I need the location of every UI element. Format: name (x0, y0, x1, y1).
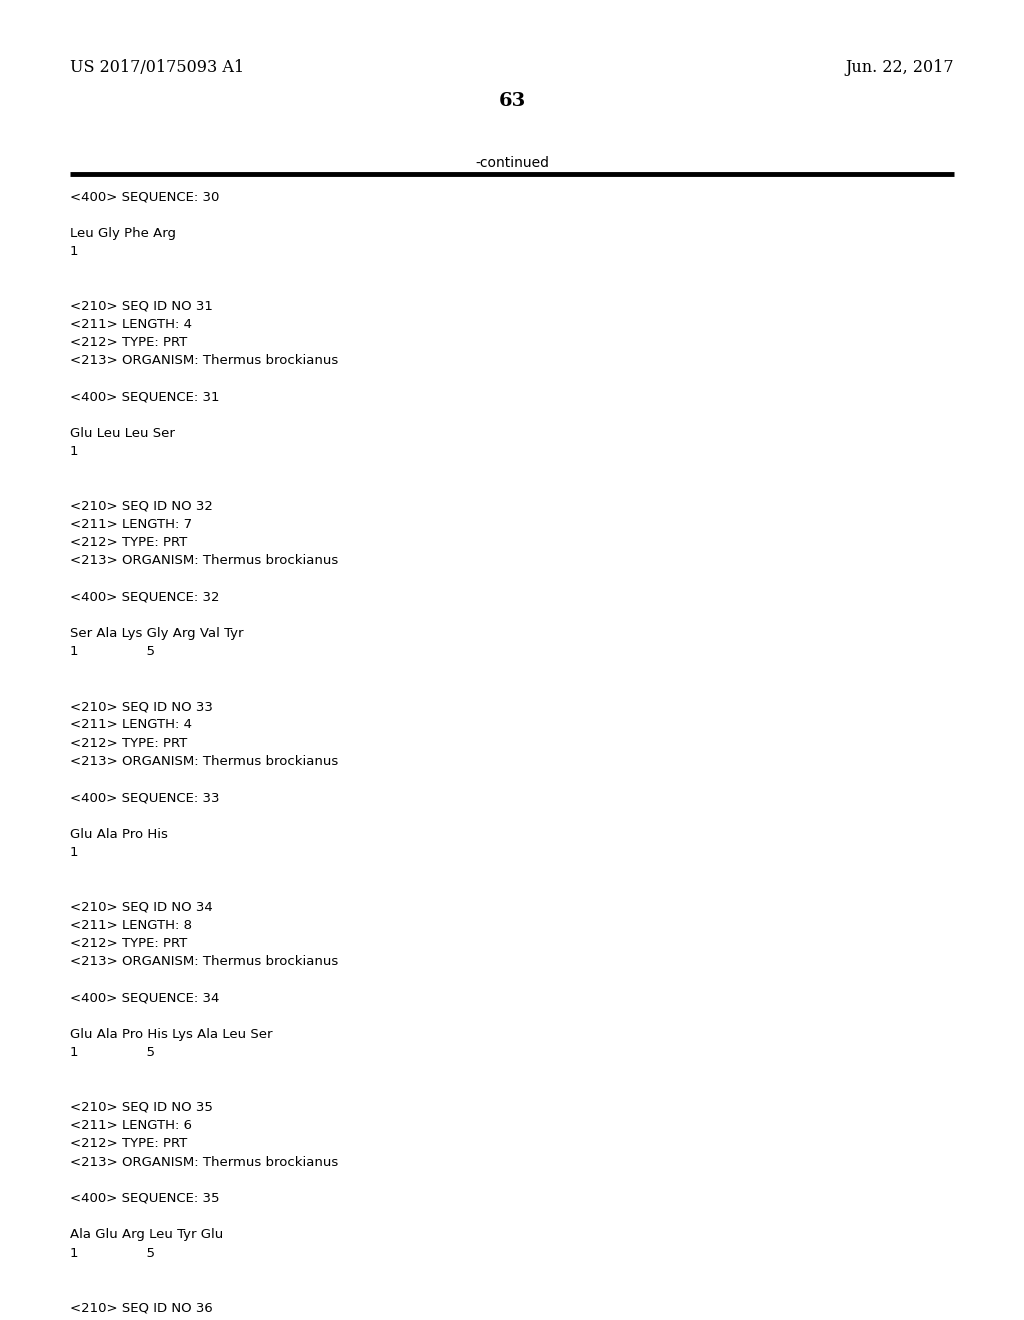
Text: <212> TYPE: PRT: <212> TYPE: PRT (70, 737, 187, 750)
Text: <400> SEQUENCE: 32: <400> SEQUENCE: 32 (70, 591, 219, 603)
Text: <211> LENGTH: 4: <211> LENGTH: 4 (70, 318, 191, 330)
Text: Glu Ala Pro His Lys Ala Leu Ser: Glu Ala Pro His Lys Ala Leu Ser (70, 1028, 272, 1041)
Text: Glu Ala Pro His: Glu Ala Pro His (70, 828, 168, 841)
Text: Jun. 22, 2017: Jun. 22, 2017 (846, 59, 954, 77)
Text: <212> TYPE: PRT: <212> TYPE: PRT (70, 1138, 187, 1150)
Text: <210> SEQ ID NO 35: <210> SEQ ID NO 35 (70, 1101, 213, 1114)
Text: <211> LENGTH: 4: <211> LENGTH: 4 (70, 718, 191, 731)
Text: 1                5: 1 5 (70, 1047, 155, 1059)
Text: <400> SEQUENCE: 34: <400> SEQUENCE: 34 (70, 991, 219, 1005)
Text: <213> ORGANISM: Thermus brockianus: <213> ORGANISM: Thermus brockianus (70, 554, 338, 568)
Text: Ala Glu Arg Leu Tyr Glu: Ala Glu Arg Leu Tyr Glu (70, 1229, 223, 1241)
Text: <212> TYPE: PRT: <212> TYPE: PRT (70, 937, 187, 950)
Text: <400> SEQUENCE: 33: <400> SEQUENCE: 33 (70, 791, 219, 804)
Text: 1: 1 (70, 846, 78, 859)
Text: <400> SEQUENCE: 31: <400> SEQUENCE: 31 (70, 391, 219, 404)
Text: 1                5: 1 5 (70, 645, 155, 659)
Text: Glu Leu Leu Ser: Glu Leu Leu Ser (70, 426, 174, 440)
Text: <400> SEQUENCE: 30: <400> SEQUENCE: 30 (70, 190, 219, 203)
Text: <210> SEQ ID NO 31: <210> SEQ ID NO 31 (70, 300, 213, 313)
Text: <210> SEQ ID NO 36: <210> SEQ ID NO 36 (70, 1302, 212, 1315)
Text: <211> LENGTH: 7: <211> LENGTH: 7 (70, 517, 191, 531)
Text: <212> TYPE: PRT: <212> TYPE: PRT (70, 536, 187, 549)
Text: <400> SEQUENCE: 35: <400> SEQUENCE: 35 (70, 1192, 219, 1205)
Text: US 2017/0175093 A1: US 2017/0175093 A1 (70, 59, 244, 77)
Text: 1                5: 1 5 (70, 1246, 155, 1259)
Text: <211> LENGTH: 8: <211> LENGTH: 8 (70, 919, 191, 932)
Text: <213> ORGANISM: Thermus brockianus: <213> ORGANISM: Thermus brockianus (70, 1155, 338, 1168)
Text: <212> TYPE: PRT: <212> TYPE: PRT (70, 335, 187, 348)
Text: <210> SEQ ID NO 33: <210> SEQ ID NO 33 (70, 700, 213, 713)
Text: -continued: -continued (475, 156, 549, 170)
Text: Ser Ala Lys Gly Arg Val Tyr: Ser Ala Lys Gly Arg Val Tyr (70, 627, 243, 640)
Text: <210> SEQ ID NO 34: <210> SEQ ID NO 34 (70, 900, 212, 913)
Text: <213> ORGANISM: Thermus brockianus: <213> ORGANISM: Thermus brockianus (70, 956, 338, 968)
Text: <213> ORGANISM: Thermus brockianus: <213> ORGANISM: Thermus brockianus (70, 755, 338, 768)
Text: Leu Gly Phe Arg: Leu Gly Phe Arg (70, 227, 176, 239)
Text: <210> SEQ ID NO 32: <210> SEQ ID NO 32 (70, 500, 213, 512)
Text: 1: 1 (70, 445, 78, 458)
Text: <213> ORGANISM: Thermus brockianus: <213> ORGANISM: Thermus brockianus (70, 354, 338, 367)
Text: 1: 1 (70, 244, 78, 257)
Text: 63: 63 (499, 92, 525, 111)
Text: <211> LENGTH: 6: <211> LENGTH: 6 (70, 1119, 191, 1133)
